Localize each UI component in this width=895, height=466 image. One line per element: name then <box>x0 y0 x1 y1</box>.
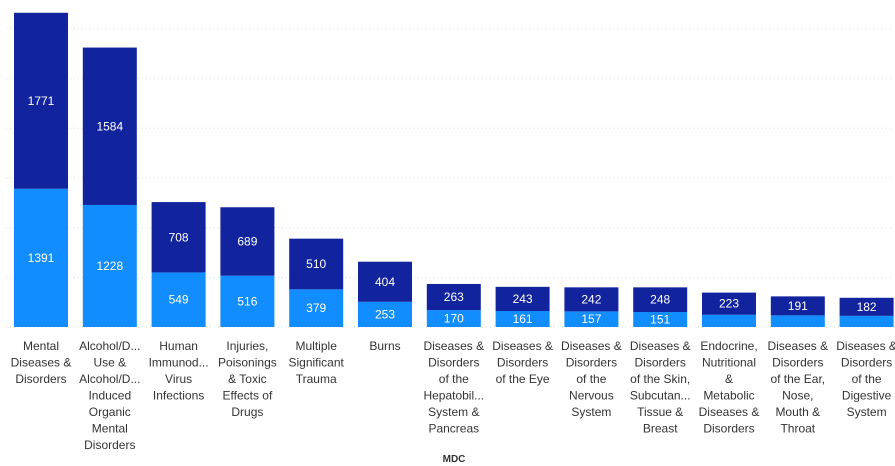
category-label: Human Immunod... Virus Infections <box>149 339 209 403</box>
data-label: 689 <box>237 234 257 248</box>
data-label: 1584 <box>96 119 123 133</box>
bar-segment-series-1[interactable] <box>358 301 412 327</box>
bar-segment-series-2[interactable] <box>358 261 412 302</box>
category-label: Diseases & Disorders of the Ear, Nose, Mouth… <box>767 339 828 436</box>
bar-segment-series-1[interactable] <box>839 315 894 327</box>
data-label: 379 <box>306 301 326 315</box>
data-label: 223 <box>719 297 739 311</box>
data-label: 1391 <box>28 251 55 265</box>
data-label: 243 <box>513 292 533 306</box>
data-label: 263 <box>444 290 464 304</box>
bar-segment-series-1[interactable] <box>426 310 481 327</box>
bar-segment-series-2[interactable] <box>426 283 481 311</box>
bar-segment-series-2[interactable] <box>633 287 688 312</box>
data-label: 510 <box>306 257 326 271</box>
category-label: Injuries, Poisonings & Toxic Effects of Drug… <box>218 339 277 419</box>
bar-segment-series-1[interactable] <box>770 315 825 327</box>
bar-segment-series-2[interactable] <box>82 47 137 205</box>
category-label: Diseases & Disorders of the Digestive System <box>836 339 895 419</box>
bar-segment-series-2[interactable] <box>220 207 275 276</box>
category-label: Diseases & Disorders of the Nervous System <box>561 339 622 419</box>
bar-segment-series-1[interactable] <box>220 275 275 327</box>
bar-segment-series-1[interactable] <box>495 311 550 327</box>
data-label: 549 <box>169 293 189 307</box>
data-label: 151 <box>650 312 670 326</box>
bar-segment-series-1[interactable] <box>633 311 688 327</box>
category-label: Endocrine, Nutritional & Metabolic Diseases … <box>699 339 760 436</box>
data-label: 182 <box>857 300 877 314</box>
bar-segment-series-1[interactable] <box>151 272 206 327</box>
bar-segment-series-2[interactable] <box>14 12 68 189</box>
bar-segment-series-2[interactable] <box>564 287 619 312</box>
data-label: 242 <box>581 292 601 306</box>
category-label: Burns <box>369 339 400 353</box>
data-label: 708 <box>169 230 189 244</box>
data-label: 404 <box>375 275 395 289</box>
data-label: 1228 <box>96 259 123 273</box>
bar-segment-series-2[interactable] <box>151 202 206 273</box>
bar-segment-series-2[interactable] <box>770 296 825 316</box>
data-label: 1771 <box>28 94 55 108</box>
data-label: 170 <box>444 312 464 326</box>
bar-segment-series-1[interactable] <box>14 188 68 327</box>
data-label: 248 <box>650 293 670 307</box>
category-label: Multiple Significant Trauma <box>289 339 345 386</box>
data-label: 253 <box>375 307 395 321</box>
bar-segment-series-1[interactable] <box>564 311 619 327</box>
bar-segment-series-2[interactable] <box>839 297 894 316</box>
data-label: 157 <box>581 312 601 326</box>
bar-segment-series-1[interactable] <box>289 289 344 327</box>
data-label: 191 <box>788 299 808 313</box>
category-label: Mental Diseases & Disorders <box>11 339 72 386</box>
bar-segment-series-1[interactable] <box>82 204 137 327</box>
category-label: Diseases & Disorders of the Skin, Subcutan.… <box>630 339 691 436</box>
bar-segment-series-1[interactable] <box>702 314 756 327</box>
x-axis-title: MDC <box>443 454 466 465</box>
data-labels: 1391 1771 1228 1584 549 708 516 689 379 510 253 404… <box>28 94 877 327</box>
bar-segment-series-2[interactable] <box>495 286 550 312</box>
data-label: 161 <box>513 312 533 326</box>
category-label: Diseases & Disorders of the Hepatobil... Sys… <box>423 339 484 436</box>
gridlines <box>6 28 893 328</box>
bar-segment-series-2[interactable] <box>289 238 344 290</box>
bar-segment-series-2[interactable] <box>702 292 756 315</box>
category-label: Alcohol/D... Use & Alcohol/D... Induced Orga… <box>79 339 140 452</box>
category-label: Diseases & Disorders of the Eye <box>492 339 553 386</box>
data-label: 516 <box>237 294 257 308</box>
bars <box>14 12 894 327</box>
